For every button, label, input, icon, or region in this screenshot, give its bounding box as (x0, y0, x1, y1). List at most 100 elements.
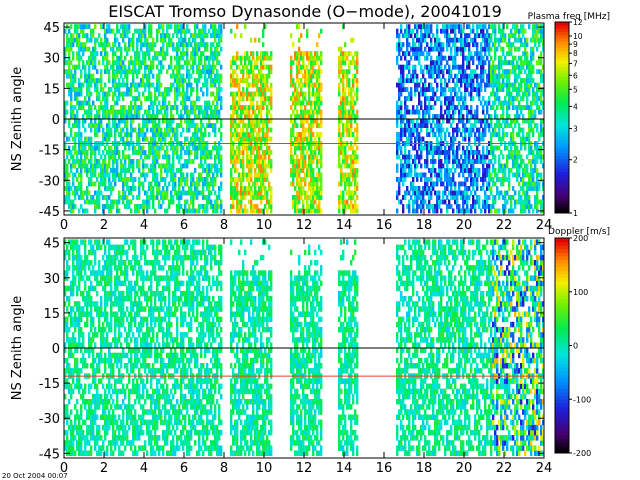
heatmap-cell (356, 155, 358, 160)
heatmap-cell (438, 74, 440, 79)
heatmap-cell (476, 29, 478, 34)
heatmap-cell (98, 200, 100, 205)
heatmap-cell (500, 123, 502, 128)
heatmap-cell (138, 168, 140, 173)
heatmap-cell (440, 159, 442, 164)
heatmap-cell (78, 51, 80, 56)
heatmap-cell (204, 60, 206, 65)
heatmap-cell (172, 159, 174, 164)
heatmap-cell (460, 92, 462, 97)
heatmap-cell (290, 137, 292, 142)
heatmap-cell (352, 38, 354, 43)
heatmap-cell (132, 78, 134, 83)
heatmap-cell (94, 182, 96, 187)
heatmap-cell (486, 146, 488, 151)
heatmap-cell (290, 56, 292, 61)
heatmap-cell (158, 186, 160, 191)
heatmap-cell (512, 186, 514, 191)
heatmap-cell (102, 60, 104, 65)
heatmap-cell (250, 60, 252, 65)
heatmap-cell (246, 87, 248, 92)
heatmap-cell (516, 177, 518, 182)
heatmap-cell (210, 105, 212, 110)
heatmap-cell (404, 150, 406, 155)
heatmap-cell (508, 74, 510, 79)
heatmap-cell (234, 96, 236, 101)
heatmap-cell (104, 83, 106, 88)
heatmap-cell (98, 159, 100, 164)
heatmap-cell (468, 195, 470, 200)
heatmap-cell (300, 69, 302, 74)
heatmap-cell (106, 105, 108, 110)
heatmap-cell (352, 146, 354, 151)
heatmap-cell (82, 114, 84, 119)
heatmap-cell (242, 128, 244, 133)
heatmap-cell (206, 177, 208, 182)
heatmap-cell (232, 204, 234, 209)
heatmap-cell (448, 78, 450, 83)
heatmap-cell (406, 38, 408, 43)
heatmap-cell (290, 105, 292, 110)
heatmap-cell (520, 155, 522, 160)
heatmap-cell (122, 186, 124, 191)
heatmap-cell (90, 114, 92, 119)
heatmap-cell (242, 164, 244, 169)
heatmap-cell (306, 29, 308, 34)
heatmap-cell (484, 128, 486, 133)
heatmap-cell (248, 74, 250, 79)
heatmap-cell (122, 60, 124, 65)
heatmap-cell (294, 150, 296, 155)
heatmap-cell (420, 155, 422, 160)
heatmap-cell (504, 204, 506, 209)
heatmap-cell (118, 200, 120, 205)
heatmap-cell (80, 92, 82, 97)
heatmap-cell (70, 92, 72, 97)
heatmap-cell (96, 51, 98, 56)
heatmap-cell (346, 74, 348, 79)
heatmap-cell (270, 69, 272, 74)
heatmap-cell (168, 159, 170, 164)
heatmap-cell (198, 182, 200, 187)
heatmap-cell (520, 146, 522, 151)
heatmap-cell (432, 74, 434, 79)
heatmap-cell (410, 56, 412, 61)
heatmap-cell (342, 78, 344, 83)
heatmap-cell (252, 150, 254, 155)
heatmap-cell (356, 83, 358, 88)
heatmap-cell (464, 69, 466, 74)
heatmap-cell (256, 204, 258, 209)
heatmap-cell (482, 110, 484, 115)
heatmap-cell (482, 164, 484, 169)
heatmap-cell (290, 150, 292, 155)
heatmap-cell (214, 132, 216, 137)
heatmap-cell (486, 29, 488, 34)
heatmap-cell (506, 146, 508, 151)
heatmap-cell (268, 182, 270, 187)
heatmap-cell (130, 209, 132, 214)
heatmap-cell (238, 65, 240, 70)
heatmap-cell (192, 159, 194, 164)
heatmap-cell (230, 173, 232, 178)
heatmap-cell (484, 191, 486, 196)
heatmap-cell (400, 150, 402, 155)
heatmap-cell (216, 101, 218, 106)
heatmap-cell (106, 101, 108, 106)
heatmap-cell (190, 186, 192, 191)
heatmap-cell (128, 204, 130, 209)
heatmap-cell (92, 74, 94, 79)
heatmap-cell (418, 83, 420, 88)
heatmap-cell (170, 87, 172, 92)
heatmap-cell (354, 200, 356, 205)
heatmap-cell (510, 47, 512, 52)
heatmap-cell (398, 51, 400, 56)
heatmap-cell (510, 200, 512, 205)
heatmap-cell (164, 96, 166, 101)
heatmap-cell (300, 195, 302, 200)
heatmap-cell (340, 47, 342, 52)
heatmap-cell (472, 186, 474, 191)
heatmap-cell (350, 200, 352, 205)
heatmap-cell (340, 65, 342, 70)
heatmap-cell (172, 195, 174, 200)
heatmap-cell (428, 132, 430, 137)
heatmap-cell (316, 114, 318, 119)
